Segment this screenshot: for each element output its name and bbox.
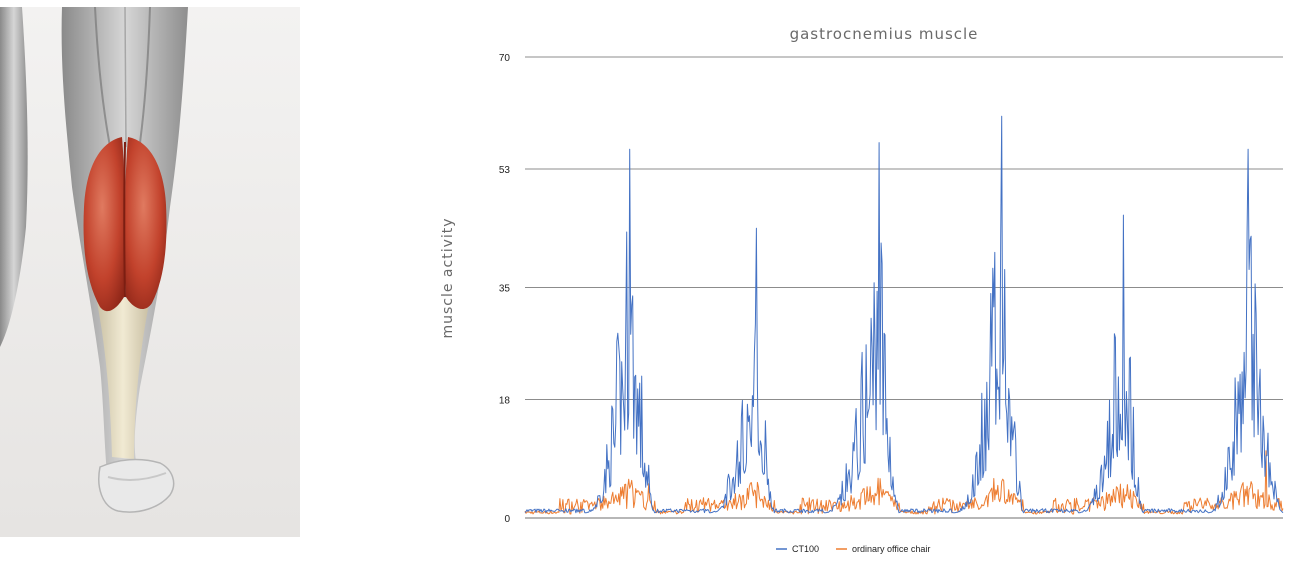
y-tick-label: 0 [504, 514, 510, 525]
series-line-office-chair [524, 450, 1284, 515]
series-line-ct100 [524, 115, 1284, 514]
y-axis-title: muscle activity [440, 217, 456, 338]
legend-label-office-chair: ordinary office chair [852, 544, 930, 554]
series-lines [524, 115, 1284, 515]
y-tick-label: 53 [499, 165, 511, 176]
calf-muscle-illustration [0, 7, 300, 537]
legend-label-ct100: CT100 [792, 544, 819, 554]
y-tick-label: 18 [499, 395, 511, 406]
legend: CT100 ordinary office chair [776, 544, 930, 554]
y-tick-label: 70 [499, 53, 511, 64]
gridlines [525, 56, 1283, 519]
chart-title: gastrocnemius muscle [790, 25, 979, 43]
y-tick-labels: 0 18 35 53 70 [499, 53, 511, 525]
y-tick-label: 35 [499, 284, 511, 295]
